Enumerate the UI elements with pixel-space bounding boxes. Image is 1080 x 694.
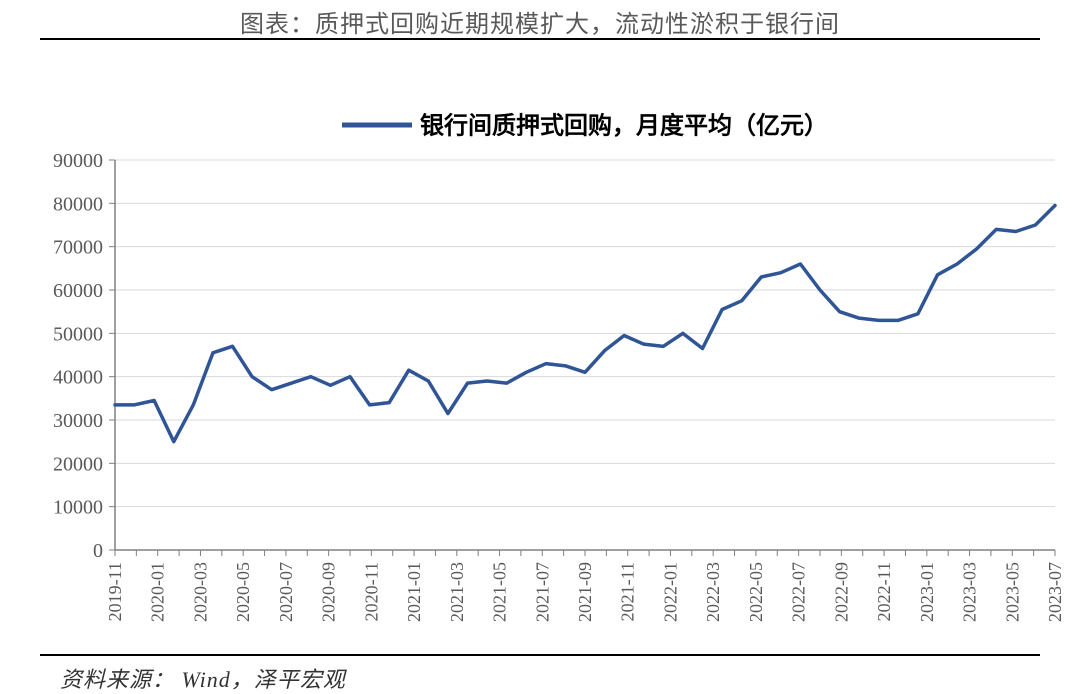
x-tick-label: 2021-09 <box>575 562 595 622</box>
svg-text:90000: 90000 <box>53 150 103 172</box>
x-tick-label: 2022-03 <box>703 562 723 622</box>
x-tick-label: 2021-03 <box>447 562 467 622</box>
x-tick-label: 2019-11 <box>105 562 125 621</box>
x-tick-label: 2020-07 <box>276 562 296 622</box>
x-tick-label: 2021-07 <box>532 562 552 622</box>
x-tick-label: 2022-01 <box>660 562 680 622</box>
footer-rule <box>40 654 1040 656</box>
x-tick-label: 2022-05 <box>746 562 766 622</box>
svg-text:30000: 30000 <box>53 410 103 432</box>
x-tick-label: 2023-03 <box>960 562 980 622</box>
chart-title: 图表：质押式回购近期规模扩大，流动性淤积于银行间 <box>0 4 1080 39</box>
svg-text:50000: 50000 <box>53 323 103 345</box>
x-tick-label: 2021-11 <box>618 562 638 621</box>
x-tick-label: 2022-11 <box>874 562 894 621</box>
x-tick-label: 2020-05 <box>233 562 253 622</box>
series-line <box>115 206 1055 442</box>
svg-text:10000: 10000 <box>53 497 103 519</box>
x-tick-label: 2020-11 <box>361 562 381 621</box>
line-chart: 0 10000 20000 30000 40000 50000 60000 70000 8000… <box>0 50 1080 650</box>
svg-text:60000: 60000 <box>53 280 103 302</box>
title-rule <box>40 38 1040 40</box>
svg-text:70000: 70000 <box>53 237 103 259</box>
x-tick-label: 2020-01 <box>148 562 168 622</box>
svg-text:80000: 80000 <box>53 193 103 215</box>
svg-text:40000: 40000 <box>53 367 103 389</box>
svg-text:0: 0 <box>93 540 103 562</box>
svg-text:20000: 20000 <box>53 453 103 475</box>
x-tick-label: 2022-09 <box>831 562 851 622</box>
source-footer: 资料来源： Wind，泽平宏观 <box>60 662 346 694</box>
x-tick-label: 2022-07 <box>789 562 809 622</box>
x-tick-label: 2020-03 <box>190 562 210 622</box>
x-tick-label: 2023-05 <box>1002 562 1022 622</box>
x-tick-label: 2023-07 <box>1045 562 1065 622</box>
x-tick-label: 2021-01 <box>404 562 424 622</box>
x-tick-label: 2020-09 <box>319 562 339 622</box>
x-tick-label: 2021-05 <box>490 562 510 622</box>
x-tick-label: 2023-01 <box>917 562 937 622</box>
legend-label: 银行间质押式回购，月度平均（亿元） <box>420 111 828 139</box>
